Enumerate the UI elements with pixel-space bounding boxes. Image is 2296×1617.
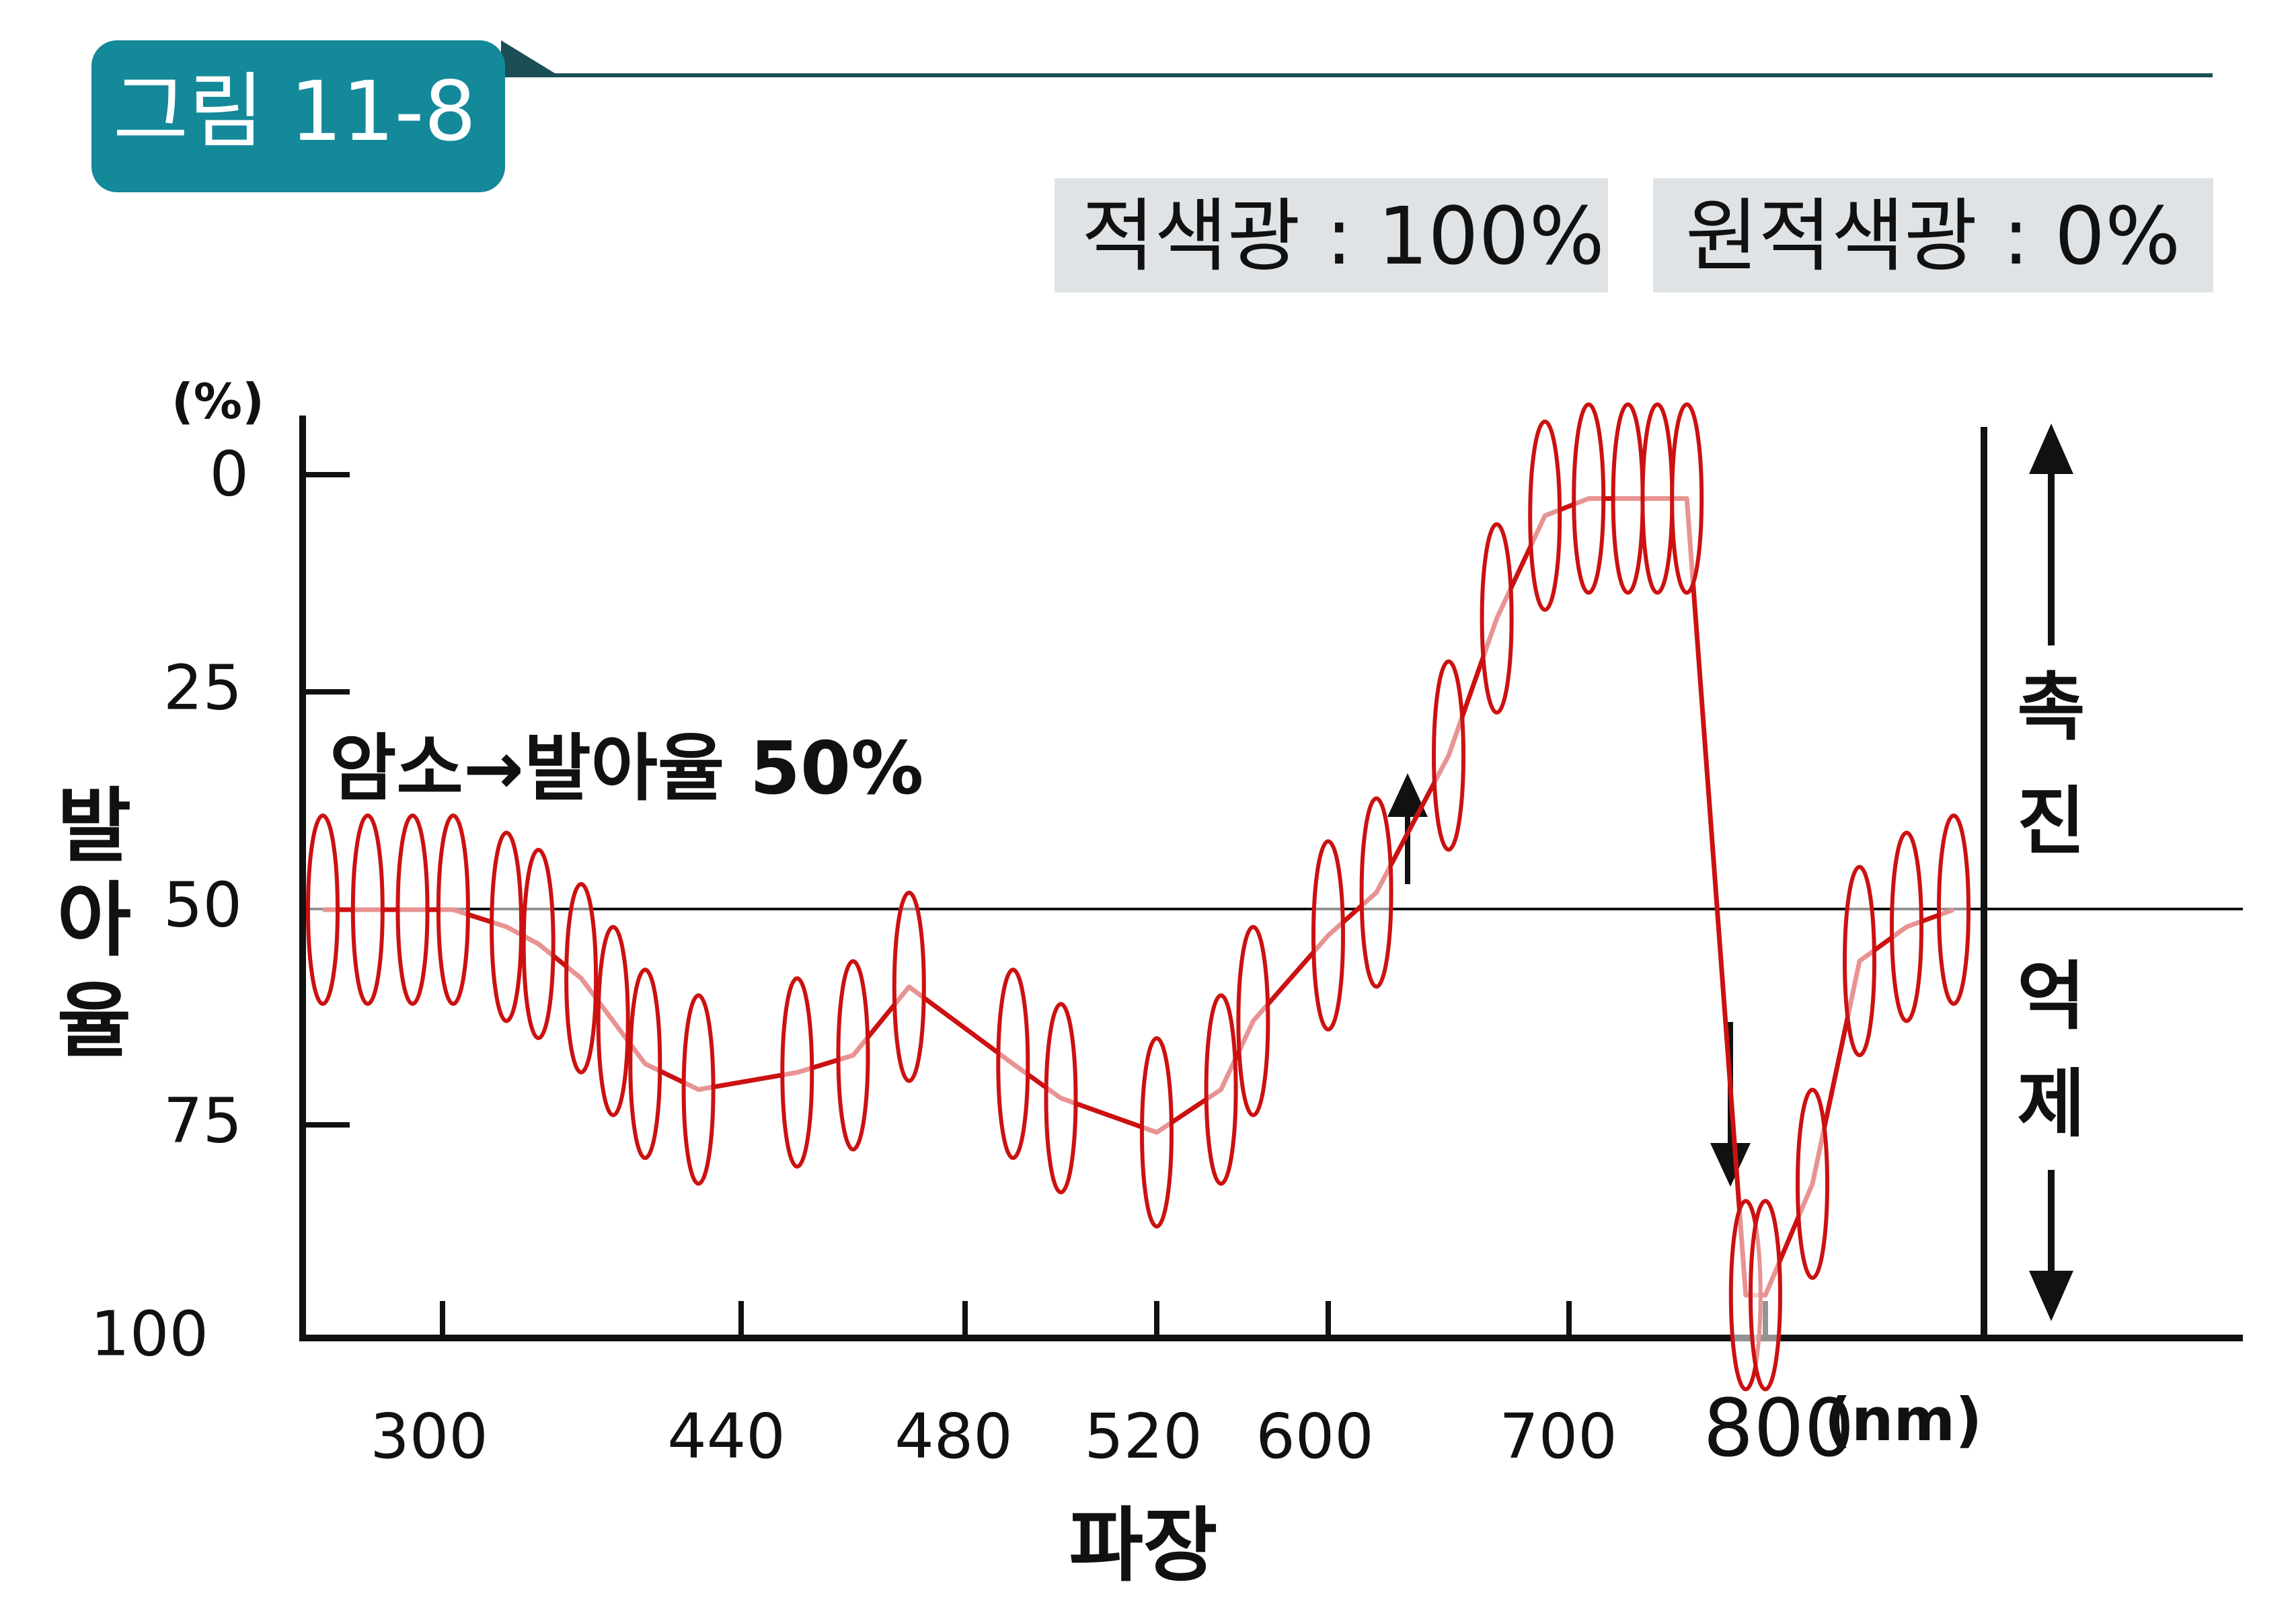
data-point [395,814,430,1006]
data-point [1204,993,1238,1186]
y-tick-label: 75 [163,1084,242,1156]
x-tick-label: 520 [1084,1401,1202,1472]
data-point [521,848,556,1040]
header-rule-notch [501,40,558,75]
y-tick-label: 0 [209,438,249,510]
data-point [1480,522,1514,715]
data-point [306,814,340,1006]
y-ticks: 100 75 50 25 0 [90,438,350,1370]
inhibit-arrow [2029,1170,2073,1321]
x-axis-title: 파장 [1069,1499,1218,1593]
data-point [1796,1087,1829,1280]
y-axis-title: 발 아 율 [57,780,131,1068]
data-point [681,993,716,1186]
figure-badge [91,40,505,192]
y-tick-label: 50 [163,869,242,941]
data-point [1670,402,1704,595]
data-point [436,814,470,1006]
data-point [1749,1199,1782,1392]
x-tick-label: 700 [1499,1401,1617,1472]
data-point [892,890,926,1083]
dark-germination-note: 암소→발아율 50% [330,727,923,811]
red-light-tag: 적색광 : 100% [1081,190,1605,282]
promote-char: 진 [2017,779,2085,865]
y-axis-title-char: 율 [57,975,131,1068]
x-tick-label: 800 [1703,1382,1854,1474]
far-red-light-tag-bg [1653,178,2213,292]
data-point [1843,865,1876,1058]
inhibit-char: 제 [2017,1061,2085,1147]
arrow-up-icon [1387,773,1428,817]
germination-curve [306,402,1970,1392]
x-tick-label: 600 [1256,1401,1374,1472]
x-ticks: 300 440 480 520 600 700 800 (nm) [370,1301,1982,1474]
inhibit-label: 억 제 [2017,953,2085,1147]
data-point [1528,420,1562,612]
increase-arrow [1387,773,1428,884]
data-point [1937,814,1970,1006]
data-point [996,968,1030,1160]
data-point [628,968,662,1160]
series-line [323,496,1955,1298]
y-tick-label: 25 [163,652,242,723]
data-point [564,881,599,1074]
data-point [1572,402,1606,595]
data-point [1311,839,1345,1032]
arrow-up-icon [2029,424,2073,474]
data-point [1611,402,1645,595]
data-point [1236,924,1270,1117]
data-point [1359,796,1393,989]
promote-arrow [2029,424,2073,645]
data-point [1432,659,1465,852]
y-tick-label: 100 [90,1298,208,1370]
far-red-light-tag: 원적색광 : 0% [1685,190,2180,282]
data-point [490,830,524,1023]
data-point [780,976,814,1169]
promote-char: 촉 [2017,664,2085,750]
data-point [1640,402,1675,595]
arrow-down-icon [1710,1143,1751,1187]
y-unit: (%) [171,373,264,430]
promote-label: 촉 진 [2017,664,2085,865]
data-point [1140,1036,1174,1229]
figure-label: 그림 11-8 [113,64,476,159]
x-tick-label: 480 [894,1401,1013,1472]
x-unit: (nm) [1825,1385,1983,1454]
data-point [596,924,630,1117]
y-axis-title-char: 발 [57,780,131,873]
inhibit-char: 억 [2017,953,2085,1039]
data-point [1044,1002,1078,1195]
arrow-down-icon [2029,1271,2073,1321]
x-tick-label: 440 [667,1401,786,1472]
data-point [836,959,870,1152]
data-point [350,814,385,1006]
y-axis-title-char: 아 [57,874,131,968]
x-tick-label: 300 [370,1401,488,1472]
data-point [1890,830,1923,1023]
red-light-tag-bg [1055,178,1608,292]
